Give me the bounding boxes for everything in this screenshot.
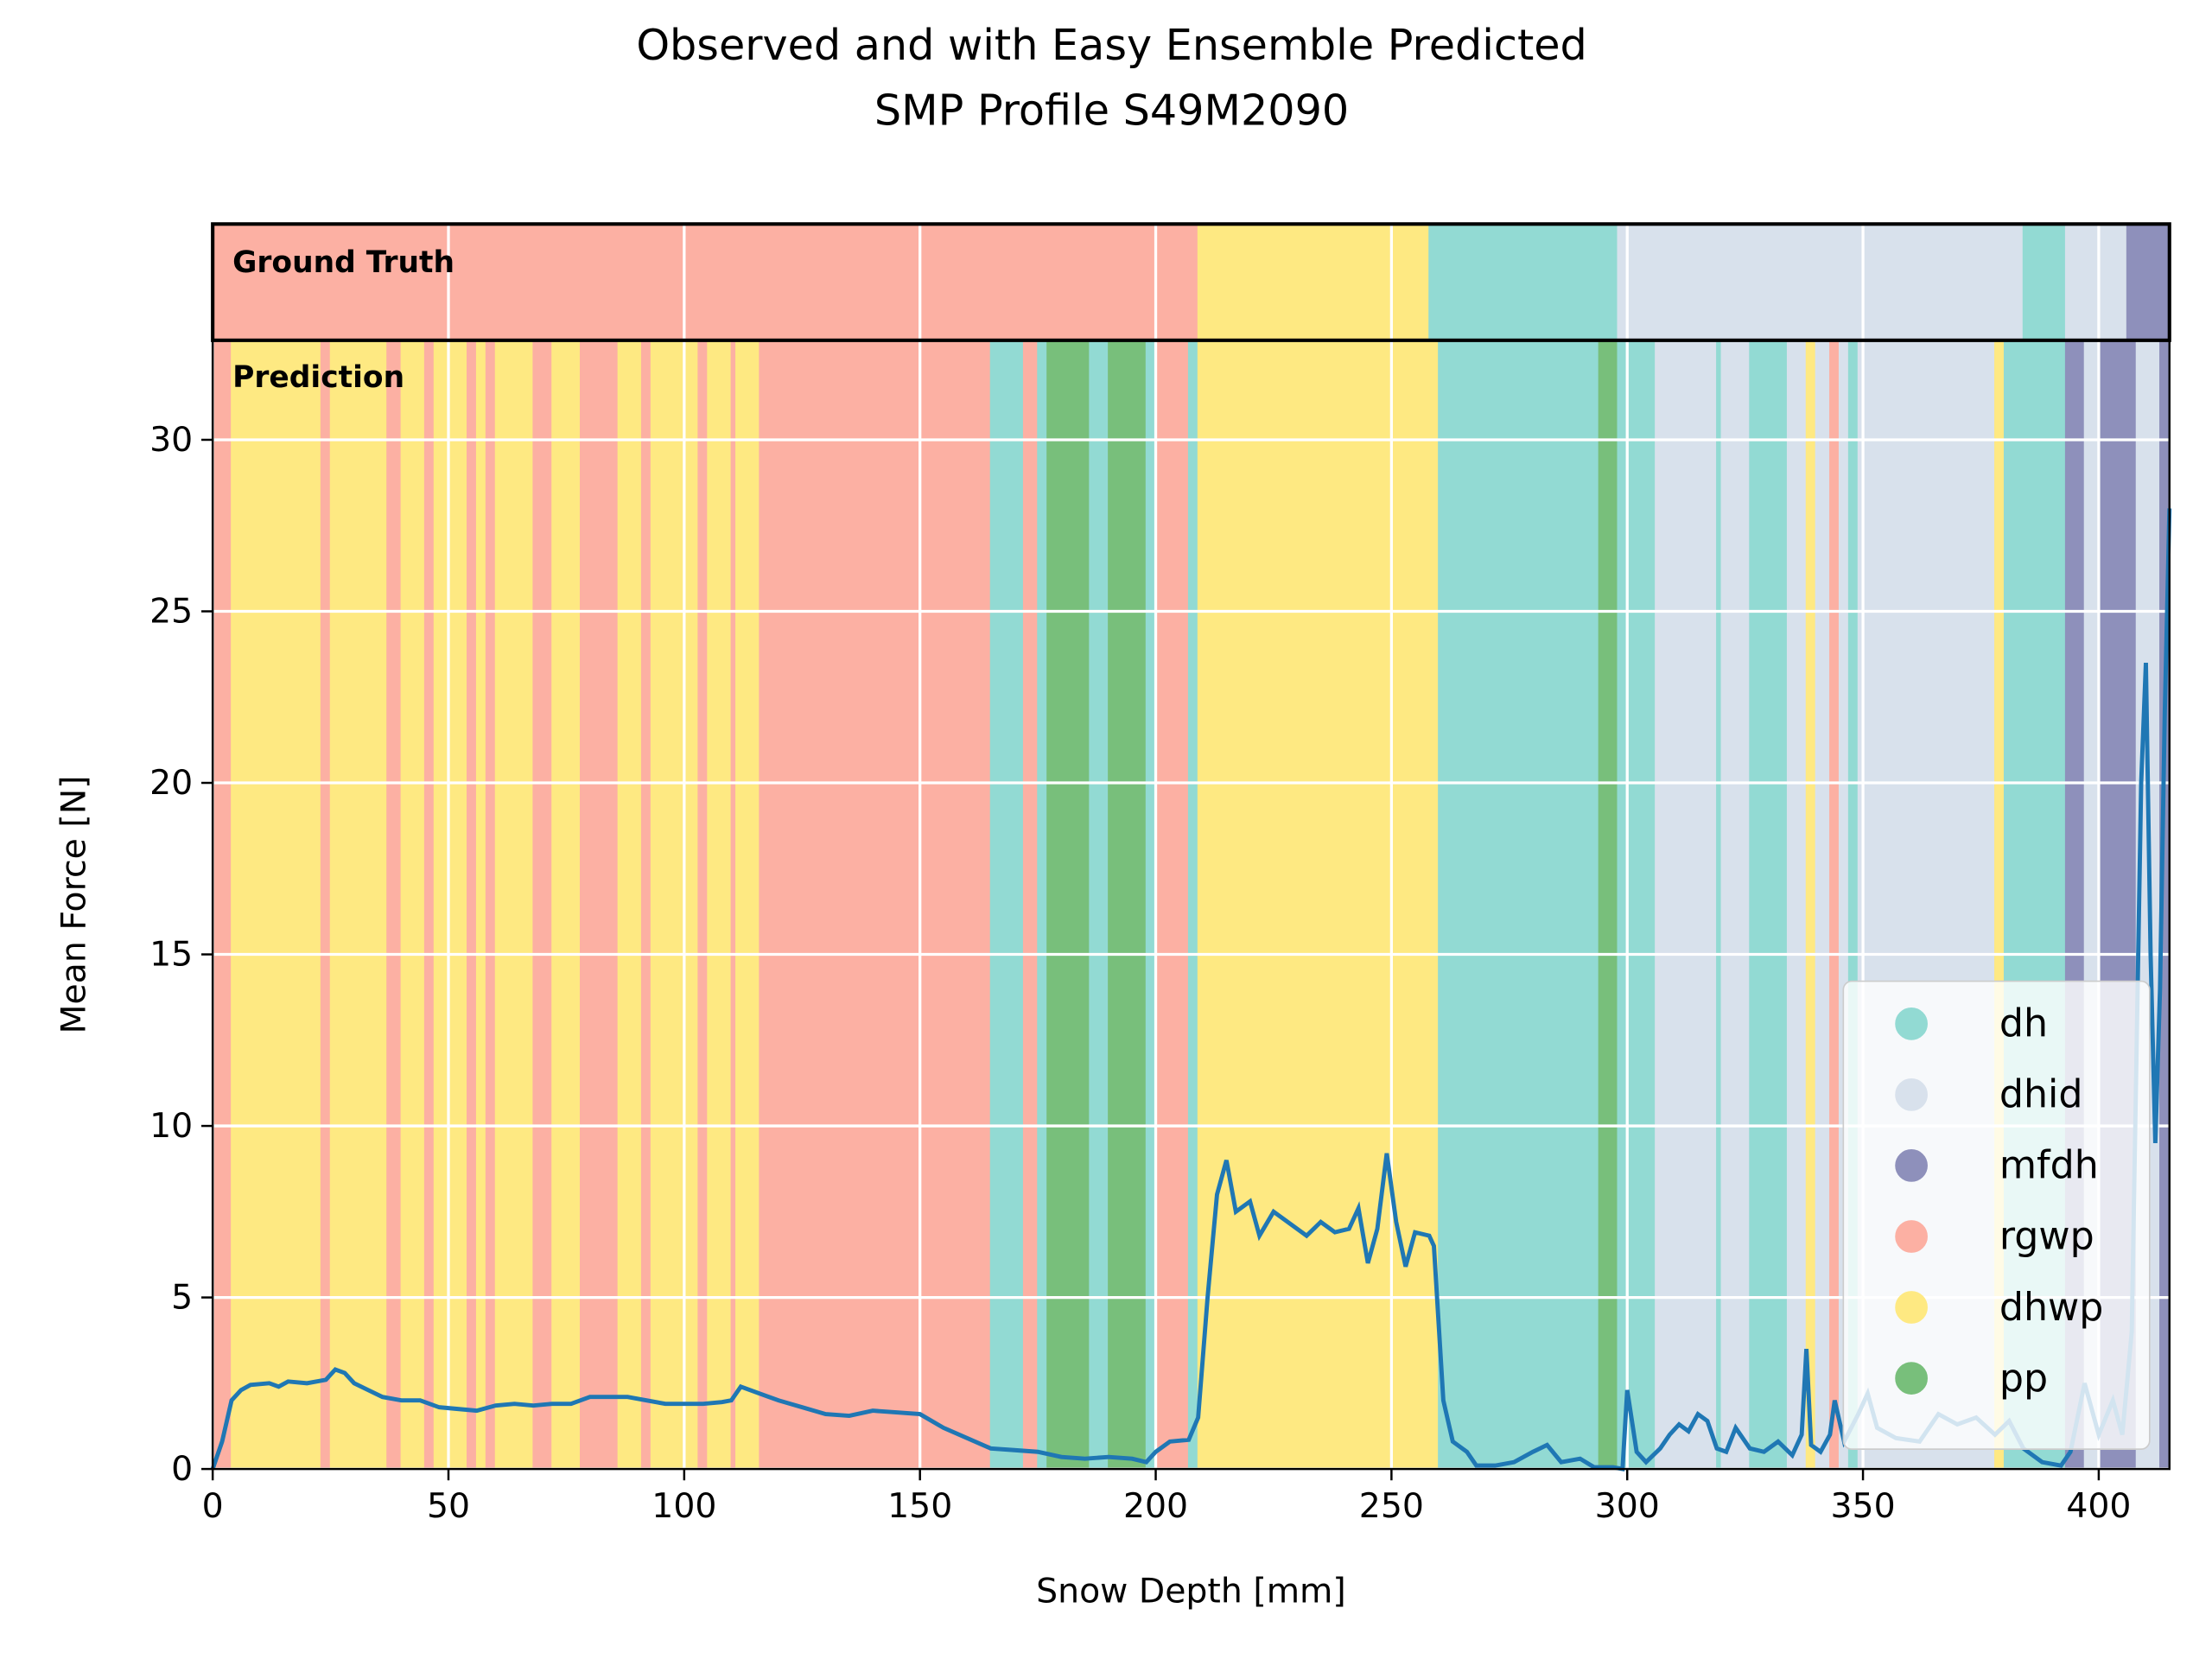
- x-tick-label: 250: [1359, 1486, 1424, 1526]
- y-tick-label: 30: [149, 420, 193, 460]
- class-segment: [1829, 340, 1840, 1470]
- class-segment: [1815, 340, 1831, 1470]
- legend-box: [1842, 980, 2151, 1450]
- class-segment: [1655, 340, 1718, 1470]
- annotation: Ground Truth: [232, 245, 454, 280]
- class-segment: [1805, 340, 1817, 1470]
- y-tick-label: 0: [171, 1449, 193, 1489]
- class-segment: [400, 340, 426, 1470]
- legend-label: dhwp: [1999, 1286, 2104, 1330]
- class-segment: [485, 340, 497, 1470]
- class-segment: [433, 340, 468, 1470]
- plot-frame: [211, 339, 2171, 1471]
- class-segment: [1598, 340, 1619, 1470]
- class-segment: [551, 340, 582, 1470]
- class-segment: [467, 340, 478, 1470]
- y-tick-label: 15: [149, 935, 193, 975]
- y-tick-label: 25: [149, 592, 193, 632]
- class-segment: [1089, 340, 1109, 1470]
- x-tick-label: 300: [1595, 1486, 1660, 1526]
- legend-label: dh: [1999, 1002, 2048, 1046]
- x-tick-label: 0: [202, 1486, 224, 1526]
- class-segment: [1617, 340, 1656, 1470]
- class-segment: [212, 223, 1199, 341]
- legend-label: dhid: [1999, 1073, 2083, 1117]
- class-segment: [1428, 223, 1619, 341]
- class-segment: [1022, 340, 1039, 1470]
- axes: 0 50 100 150 200 250 300 350 400 0 5 10 15 20 25 30: [149, 420, 2131, 1526]
- class-segment: [697, 340, 709, 1470]
- y-tick-label: 10: [149, 1106, 193, 1146]
- x-tick-label: 50: [427, 1486, 470, 1526]
- ground-truth-band: [212, 223, 2171, 341]
- class-segment: [231, 340, 322, 1470]
- class-segment: [1786, 340, 1808, 1470]
- y-tick-label: 5: [171, 1278, 193, 1318]
- class-segment: [1720, 340, 1751, 1470]
- legend-marker: [1895, 1078, 1928, 1111]
- class-segment: [989, 340, 1025, 1470]
- x-tick-label: 400: [2066, 1486, 2131, 1526]
- legend-marker: [1895, 1220, 1928, 1253]
- class-segment: [1037, 340, 1048, 1470]
- y-tick-label: 20: [149, 763, 193, 803]
- class-segment: [329, 340, 388, 1470]
- class-segment: [1154, 340, 1190, 1470]
- class-segment: [1197, 223, 1430, 341]
- class-segment: [1617, 223, 2024, 341]
- legend-label: rgwp: [1999, 1215, 2094, 1259]
- class-segment: [2126, 223, 2171, 341]
- class-segment: [386, 340, 403, 1470]
- class-segment: [1046, 340, 1090, 1470]
- chart-title: Observed and with Easy Ensemble Predicte…: [636, 20, 1586, 70]
- legend-marker: [1895, 1291, 1928, 1324]
- class-segment: [579, 340, 620, 1470]
- legend-marker: [1895, 1149, 1928, 1182]
- legend-label: pp: [1999, 1357, 2048, 1401]
- annotation: Prediction: [232, 360, 404, 395]
- class-segment: [494, 340, 535, 1470]
- legend-label: mfdh: [1999, 1144, 2099, 1188]
- class-segment: [2022, 223, 2067, 341]
- legend-marker: [1895, 1362, 1928, 1395]
- x-axis-label: Snow Depth [mm]: [1036, 1571, 1346, 1611]
- class-segment: [423, 340, 435, 1470]
- class-segment: [1108, 340, 1147, 1470]
- legend: dh dhid mfdh rgwp dhwp pp: [1842, 980, 2151, 1450]
- y-axis-label: Mean Force [N]: [54, 775, 93, 1033]
- class-segment: [320, 340, 332, 1470]
- class-segment: [640, 340, 652, 1470]
- legend-marker: [1895, 1007, 1928, 1040]
- class-segment: [1749, 340, 1789, 1470]
- x-tick-label: 350: [1830, 1486, 1895, 1526]
- x-tick-label: 100: [652, 1486, 716, 1526]
- class-segment: [735, 340, 760, 1470]
- chart-title: SMP Profile S49M2090: [874, 85, 1349, 135]
- class-segment: [532, 340, 553, 1470]
- class-segment: [212, 340, 232, 1470]
- class-segment: [759, 340, 992, 1470]
- x-tick-label: 200: [1123, 1486, 1188, 1526]
- class-segment: [1438, 340, 1600, 1470]
- class-segment: [617, 340, 643, 1470]
- class-segment: [650, 340, 700, 1470]
- class-segment: [1187, 340, 1199, 1470]
- class-segment: [475, 340, 487, 1470]
- class-segment: [2064, 223, 2128, 341]
- x-tick-label: 150: [887, 1486, 952, 1526]
- class-segment: [707, 340, 733, 1470]
- class-segment: [1197, 340, 1440, 1470]
